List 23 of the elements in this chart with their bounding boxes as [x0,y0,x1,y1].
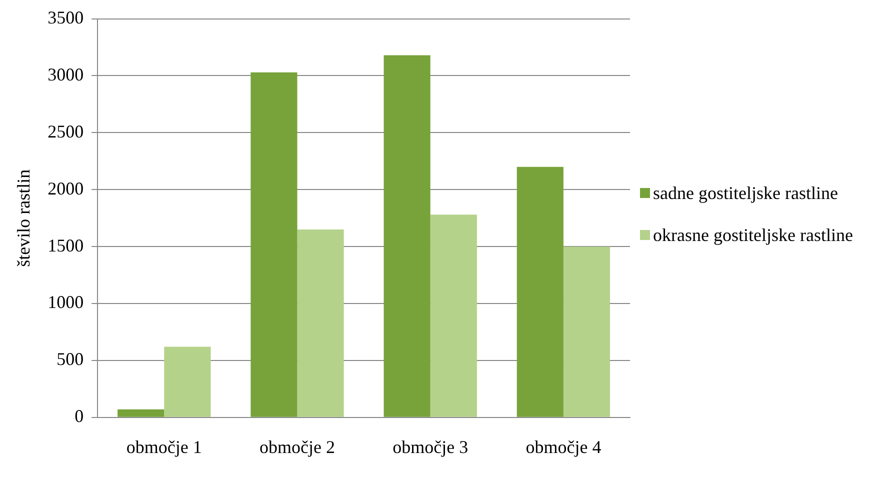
bar [118,409,164,417]
legend-label: okrasne gostiteljske rastline [653,224,853,247]
bar [516,166,564,417]
x-tick-label: območje 2 [260,436,335,457]
bar [297,229,344,417]
bar [430,214,477,417]
y-tick-label: 2000 [48,178,84,198]
legend-label: sadne gostiteljske rastline [653,182,838,205]
y-tick-label: 2500 [48,121,84,142]
bar [384,55,430,417]
bar [250,72,298,417]
bar [563,246,610,417]
y-tick-label: 500 [56,349,84,370]
bar [164,346,211,417]
x-tick-label: območje 4 [526,436,602,457]
y-tick-label: 3500 [48,8,84,28]
x-tick-label: območje 1 [126,436,202,457]
y-tick-label: 0 [74,406,84,426]
y-axis-title: število rastlin [14,169,34,267]
x-tick-label: območje 3 [392,436,468,457]
y-tick-label: 1000 [48,292,84,312]
y-tick-label: 3000 [48,64,84,84]
y-tick-label: 1500 [48,235,84,256]
